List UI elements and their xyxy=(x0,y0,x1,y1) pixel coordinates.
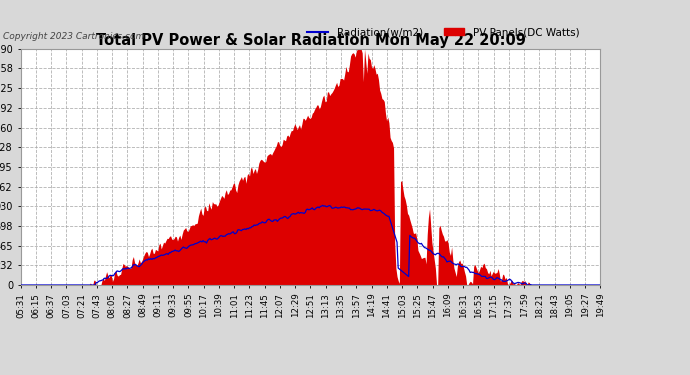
Title: Total PV Power & Solar Radiation Mon May 22 20:09: Total PV Power & Solar Radiation Mon May… xyxy=(95,33,526,48)
Text: Copyright 2023 Cartronics.com: Copyright 2023 Cartronics.com xyxy=(3,32,145,41)
Legend: Radiation(w/m2), PV Panels(DC Watts): Radiation(w/m2), PV Panels(DC Watts) xyxy=(303,23,584,42)
